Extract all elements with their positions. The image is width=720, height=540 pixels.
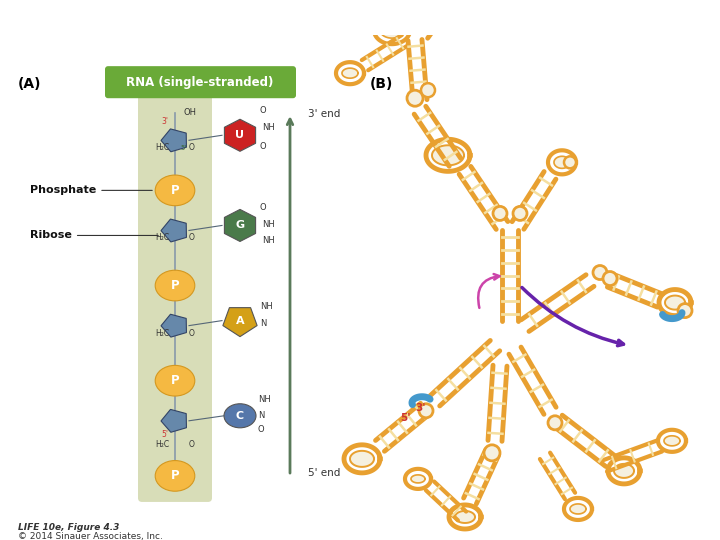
Circle shape <box>513 206 527 220</box>
Polygon shape <box>350 451 374 467</box>
Text: 5': 5' <box>180 145 186 151</box>
Circle shape <box>678 303 692 318</box>
Text: O: O <box>189 233 195 242</box>
Ellipse shape <box>156 270 195 301</box>
Circle shape <box>421 83 435 97</box>
Polygon shape <box>342 68 358 78</box>
Text: 3' end: 3' end <box>308 109 341 119</box>
Text: 5': 5' <box>161 430 168 439</box>
Text: H₂C: H₂C <box>155 440 169 449</box>
Text: P: P <box>171 184 179 197</box>
Text: NH: NH <box>262 123 275 132</box>
Circle shape <box>407 90 423 106</box>
Polygon shape <box>161 409 186 433</box>
Polygon shape <box>614 464 634 478</box>
Polygon shape <box>380 22 404 38</box>
Circle shape <box>484 445 500 461</box>
Circle shape <box>493 206 507 220</box>
Ellipse shape <box>156 461 195 491</box>
Circle shape <box>564 156 576 168</box>
Text: LIFE 10e, Figure 4.3: LIFE 10e, Figure 4.3 <box>18 523 120 532</box>
Circle shape <box>419 404 433 418</box>
Text: O: O <box>258 425 265 434</box>
FancyBboxPatch shape <box>138 93 212 502</box>
Text: P: P <box>171 469 179 482</box>
Polygon shape <box>665 295 685 309</box>
Polygon shape <box>570 504 586 514</box>
Ellipse shape <box>156 175 195 206</box>
FancyBboxPatch shape <box>105 66 296 98</box>
Text: P: P <box>171 374 179 387</box>
Text: H₂C: H₂C <box>155 143 169 152</box>
Text: O: O <box>260 106 266 115</box>
Ellipse shape <box>224 404 256 428</box>
Polygon shape <box>161 129 186 152</box>
Text: NH: NH <box>262 220 275 230</box>
Polygon shape <box>161 314 186 337</box>
Text: H₂C: H₂C <box>155 329 169 338</box>
Text: A: A <box>235 315 244 326</box>
Text: OH: OH <box>183 108 196 117</box>
Polygon shape <box>223 308 257 336</box>
Ellipse shape <box>156 366 195 396</box>
Text: NH: NH <box>262 237 275 246</box>
Text: (A): (A) <box>18 77 42 91</box>
Text: 3': 3' <box>161 117 168 126</box>
Text: RNA (single-stranded): RNA (single-stranded) <box>126 76 274 89</box>
Text: NH: NH <box>260 301 273 310</box>
Text: O: O <box>189 440 195 449</box>
Text: P: P <box>171 279 179 292</box>
Polygon shape <box>455 511 475 523</box>
Polygon shape <box>411 475 425 483</box>
Text: N: N <box>258 411 264 420</box>
Text: O: O <box>260 204 266 212</box>
Text: C: C <box>236 411 244 421</box>
Circle shape <box>593 266 607 280</box>
Text: 5': 5' <box>400 413 410 423</box>
Polygon shape <box>225 210 256 241</box>
Polygon shape <box>225 119 256 151</box>
Text: Figure 4.3  RNA: Figure 4.3 RNA <box>9 10 127 25</box>
Text: N: N <box>260 319 266 328</box>
Text: Phosphate: Phosphate <box>30 185 152 195</box>
Text: O: O <box>260 143 266 151</box>
Text: 5' end: 5' end <box>308 468 341 478</box>
Text: H₂C: H₂C <box>155 233 169 242</box>
Polygon shape <box>664 436 680 446</box>
Polygon shape <box>554 156 570 168</box>
Polygon shape <box>432 145 464 165</box>
Polygon shape <box>161 219 186 242</box>
Text: O: O <box>189 143 195 152</box>
Text: NH: NH <box>258 395 271 404</box>
Text: Ribose: Ribose <box>30 231 158 240</box>
Text: G: G <box>235 220 245 231</box>
Text: O: O <box>189 329 195 338</box>
Text: 3': 3' <box>415 403 426 413</box>
Text: U: U <box>235 130 245 140</box>
Text: (B): (B) <box>370 77 393 91</box>
Text: © 2014 Sinauer Associates, Inc.: © 2014 Sinauer Associates, Inc. <box>18 532 163 540</box>
Circle shape <box>603 272 617 286</box>
Circle shape <box>548 416 562 430</box>
